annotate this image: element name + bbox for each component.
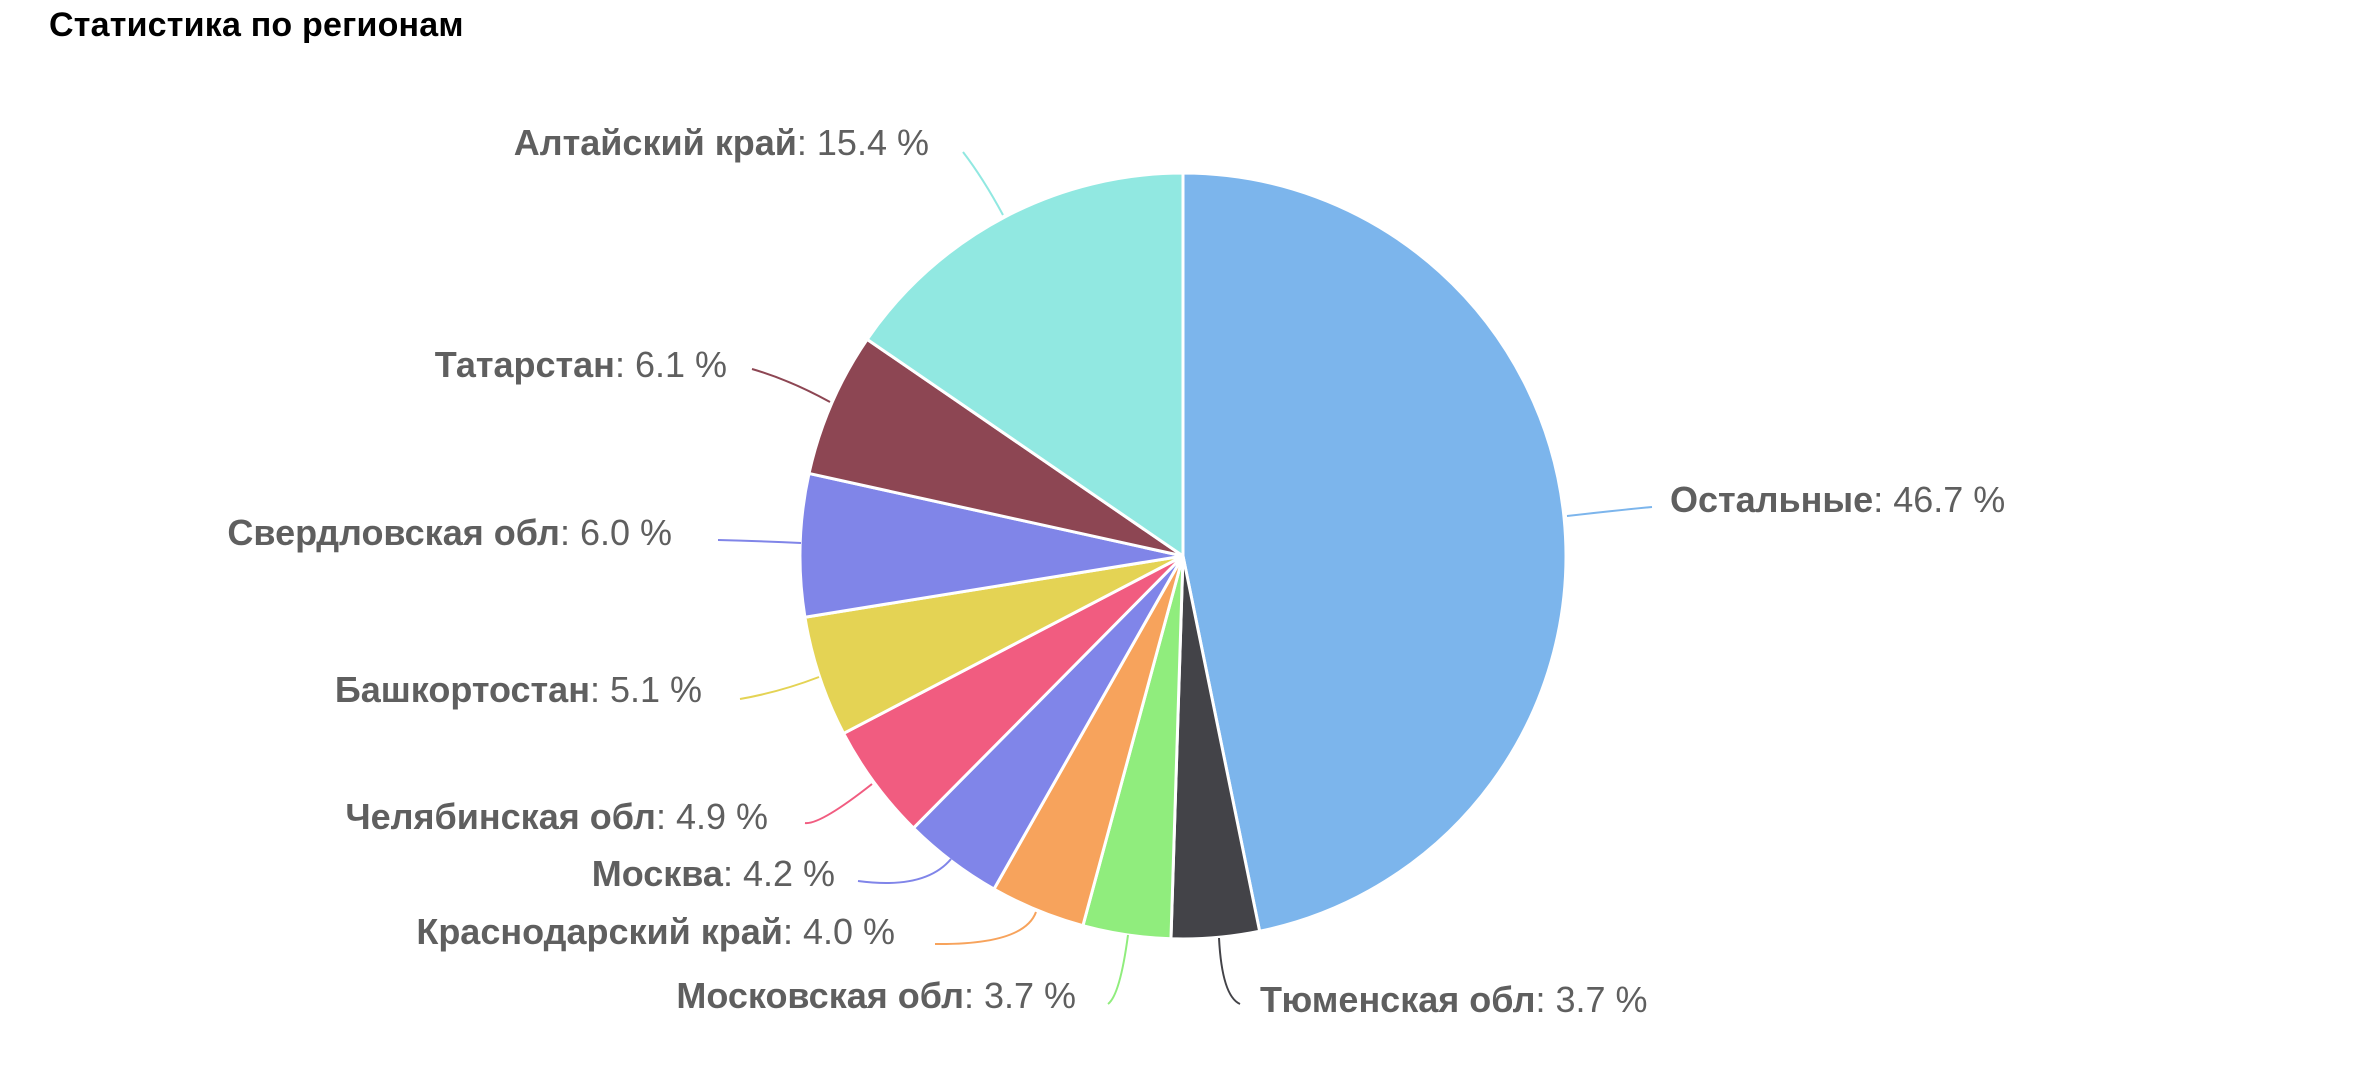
slice-label-value: : 15.4 % <box>797 122 929 163</box>
pie-slice-татарстан[interactable] <box>807 337 1185 558</box>
pie-slice-свердловская-обл[interactable] <box>798 471 1185 619</box>
connector-алтайский-край <box>962 151 1004 216</box>
slice-label-челябинская-обл: Челябинская обл: 4.9 % <box>345 796 768 837</box>
connector-челябинская-обл <box>804 783 873 825</box>
slice-label-name: Краснодарский край <box>416 911 783 952</box>
slice-label-свердловская-обл: Свердловская обл: 6.0 % <box>227 512 672 553</box>
label-connectors <box>717 151 1653 1005</box>
slice-label-value: : 5.1 % <box>590 669 702 710</box>
connector-тюменская-обл <box>1218 937 1241 1005</box>
slice-label-value: : 4.0 % <box>783 911 895 952</box>
slice-label-алтайский-край: Алтайский край: 15.4 % <box>514 122 929 163</box>
connector-московская-обл <box>1107 934 1129 1005</box>
slice-label-тюменская-обл: Тюменская обл: 3.7 % <box>1260 979 1648 1020</box>
slice-label-башкортостан: Башкортостан: 5.1 % <box>335 669 702 710</box>
slice-label-value: : 3.7 % <box>964 975 1076 1016</box>
slice-label-name: Москва <box>592 853 724 894</box>
slice-label-name: Остальные <box>1670 479 1873 520</box>
slice-label-москва: Москва: 4.2 % <box>592 853 835 894</box>
connector-москва <box>857 858 952 884</box>
slice-label-name: Тюменская обл <box>1260 979 1535 1020</box>
slice-label-name: Алтайский край <box>514 122 797 163</box>
slice-label-остальные: Остальные: 46.7 % <box>1670 479 2005 520</box>
slice-label-name: Башкортостан <box>335 669 590 710</box>
slice-label-value: : 46.7 % <box>1873 479 2005 520</box>
slice-label-value: : 6.0 % <box>560 512 672 553</box>
connector-краснодарский-край <box>934 911 1037 946</box>
chart-title: Статистика по регионам <box>49 6 464 44</box>
slice-label-name: Татарстан <box>435 344 615 385</box>
slice-label-value: : 3.7 % <box>1535 979 1647 1020</box>
slice-label-name: Свердловская обл <box>227 512 560 553</box>
pie-slice-остальные[interactable] <box>1181 171 1568 933</box>
slice-label-московская-обл: Московская обл: 3.7 % <box>676 975 1076 1016</box>
connector-башкортостан <box>739 676 820 700</box>
slice-label-name: Челябинская обл <box>345 796 656 837</box>
connector-остальные <box>1566 506 1653 517</box>
slice-label-краснодарский-край: Краснодарский край: 4.0 % <box>416 911 895 952</box>
slice-label-value: : 6.1 % <box>615 344 727 385</box>
slice-label-татарстан: Татарстан: 6.1 % <box>435 344 727 385</box>
slice-labels: Остальные: 46.7 %Тюменская обл: 3.7 %Мос… <box>227 122 2005 1020</box>
pie-slice-алтайский-край[interactable] <box>865 171 1185 558</box>
pie-slices <box>798 171 1568 941</box>
slice-label-value: : 4.2 % <box>723 853 835 894</box>
slice-label-value: : 4.9 % <box>656 796 768 837</box>
connector-свердловская-обл <box>717 539 802 544</box>
slice-label-name: Московская обл <box>676 975 964 1016</box>
connector-татарстан <box>751 368 831 403</box>
